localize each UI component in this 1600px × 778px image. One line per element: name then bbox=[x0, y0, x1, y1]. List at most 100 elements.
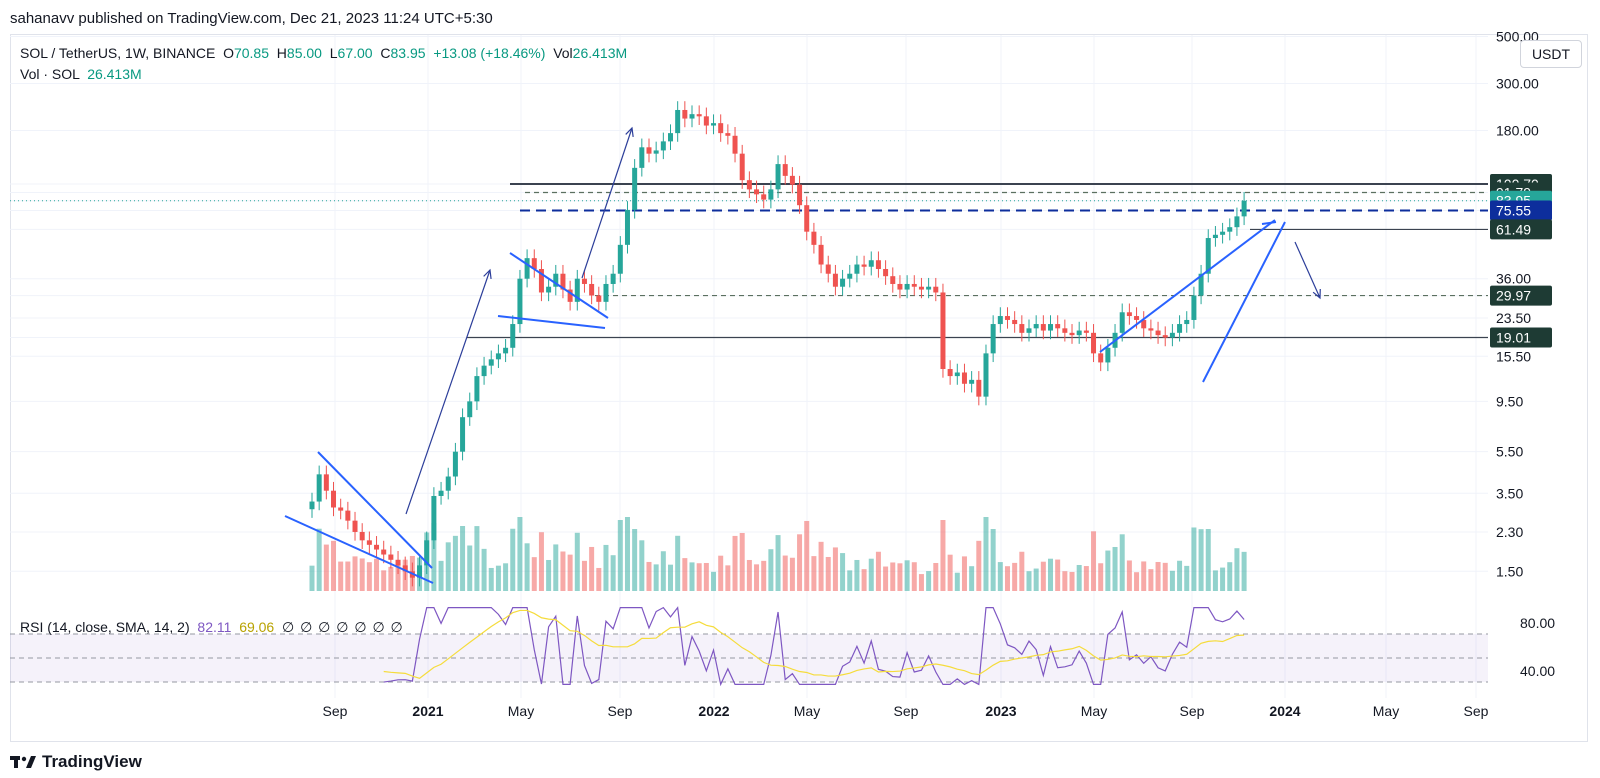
candle-body bbox=[660, 141, 666, 151]
volume-bar bbox=[639, 540, 645, 591]
candle-body bbox=[1148, 328, 1154, 331]
low-label: L bbox=[329, 45, 338, 61]
close-value: 83.95 bbox=[390, 45, 426, 61]
candle-body bbox=[1004, 316, 1010, 320]
candle-body bbox=[1141, 319, 1147, 329]
vol-label: Vol bbox=[553, 45, 573, 61]
candle-body bbox=[316, 474, 322, 502]
candle-body bbox=[402, 565, 408, 572]
candle-body bbox=[739, 153, 745, 181]
volume-bar bbox=[904, 560, 910, 591]
volume-bar bbox=[725, 565, 731, 591]
volume-bar bbox=[431, 523, 437, 591]
volume-bar bbox=[961, 556, 967, 591]
volume-bar bbox=[675, 535, 681, 591]
candle-body bbox=[1083, 330, 1089, 333]
candle-body bbox=[969, 379, 975, 384]
candle-body bbox=[460, 417, 466, 452]
candle-body bbox=[804, 205, 810, 232]
volume-bar bbox=[1012, 562, 1018, 591]
volume-bar bbox=[1083, 566, 1089, 591]
candle-body bbox=[531, 258, 537, 270]
price-axis-label: 15.50 bbox=[1496, 348, 1531, 364]
volume-bar bbox=[653, 564, 659, 591]
time-tick-label: Sep bbox=[323, 703, 348, 719]
price-axis-label: 36.00 bbox=[1496, 271, 1531, 287]
volume-bar bbox=[531, 557, 537, 591]
candle-body bbox=[840, 278, 846, 287]
volume-bar bbox=[1191, 527, 1197, 591]
price-axis-label: 300.00 bbox=[1496, 75, 1539, 91]
trend-line bbox=[497, 315, 606, 329]
candle-body bbox=[668, 133, 673, 142]
candle-body bbox=[696, 114, 702, 117]
candle-body bbox=[452, 451, 458, 477]
candle-body bbox=[940, 292, 946, 370]
candle-body bbox=[832, 273, 838, 287]
candle-body bbox=[1198, 273, 1204, 296]
volume-bar bbox=[345, 561, 351, 591]
volume-indicator-label[interactable]: Vol · SOL bbox=[20, 66, 80, 82]
candle-body bbox=[904, 283, 910, 290]
candle-body bbox=[1184, 319, 1190, 325]
volume-bar bbox=[682, 558, 688, 591]
time-tick-label: 2023 bbox=[985, 703, 1016, 719]
price-axis-label: 29.97 bbox=[1496, 288, 1531, 304]
candle-body bbox=[1026, 328, 1032, 333]
rsi-indicator-label[interactable]: RSI (14, close, SMA, 14, 2) bbox=[20, 619, 190, 635]
price-axis-label: 5.50 bbox=[1496, 444, 1523, 460]
volume-bar bbox=[1134, 572, 1140, 591]
time-tick-label: Sep bbox=[1464, 703, 1489, 719]
candle-body bbox=[467, 401, 473, 418]
volume-indicator-value: 26.413M bbox=[87, 66, 142, 82]
volume-bar bbox=[1126, 560, 1132, 591]
volume-bar bbox=[624, 517, 630, 591]
currency-button[interactable]: USDT bbox=[1520, 40, 1582, 68]
volume-bar bbox=[832, 547, 838, 591]
candle-body bbox=[1033, 324, 1039, 329]
volume-bar bbox=[1212, 570, 1218, 591]
projection-arrow bbox=[581, 127, 633, 279]
candle-body bbox=[754, 189, 760, 195]
candle-body bbox=[309, 501, 315, 510]
candle-body bbox=[811, 231, 817, 245]
brand-name: TradingView bbox=[42, 752, 142, 771]
candle-body bbox=[338, 507, 344, 511]
volume-bar bbox=[589, 546, 595, 591]
volume-bar bbox=[617, 520, 623, 591]
price-axis-label: 2.30 bbox=[1496, 524, 1523, 540]
rsi-sma-value: 69.06 bbox=[239, 619, 275, 635]
candle-body bbox=[1162, 335, 1168, 338]
time-tick-label: May bbox=[508, 703, 534, 719]
candle-body bbox=[567, 289, 573, 302]
chart-frame bbox=[10, 34, 1588, 742]
candle-body bbox=[1155, 330, 1161, 336]
symbol-title[interactable]: SOL / TetherUS, 1W, BINANCE bbox=[20, 45, 216, 61]
volume-bar bbox=[503, 563, 509, 591]
candle-body bbox=[1119, 312, 1125, 333]
volume-bar bbox=[495, 565, 501, 591]
volume-bar bbox=[668, 564, 673, 591]
price-axis-label: 180.00 bbox=[1496, 123, 1539, 139]
volume-bar bbox=[474, 526, 480, 591]
rsi-axis-label: 80.00 bbox=[1520, 615, 1555, 631]
volume-bar bbox=[338, 561, 344, 591]
candle-body bbox=[954, 372, 960, 377]
candle-body bbox=[883, 269, 889, 277]
candle-body bbox=[1227, 227, 1233, 232]
volume-bar bbox=[789, 557, 795, 591]
trend-line bbox=[1261, 221, 1277, 225]
candle-body bbox=[632, 167, 638, 210]
rsi-na-values: ∅ ∅ ∅ ∅ ∅ ∅ ∅ bbox=[282, 619, 404, 635]
volume-bar bbox=[926, 571, 932, 591]
candle-body bbox=[1177, 324, 1183, 333]
volume-bar bbox=[1055, 559, 1061, 591]
price-axis-label: 75.55 bbox=[1496, 202, 1531, 218]
tradingview-brand[interactable]: TradingView bbox=[10, 752, 142, 772]
candle-body bbox=[374, 544, 380, 550]
candle-body bbox=[646, 147, 652, 154]
rsi-lines bbox=[383, 606, 1245, 687]
volume-bar bbox=[460, 526, 466, 591]
volume-bar bbox=[538, 532, 544, 591]
